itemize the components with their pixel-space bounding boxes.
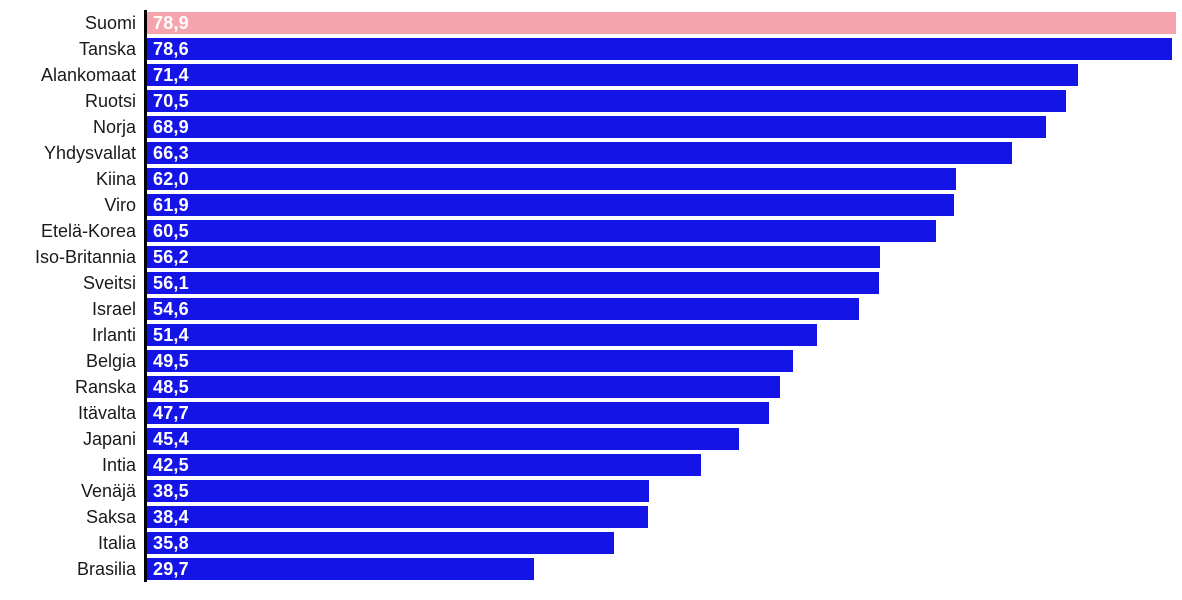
bar-row: Suomi78,9 [147, 10, 1176, 36]
bar-row: Belgia49,5 [147, 348, 1176, 374]
category-label: Viro [0, 195, 144, 216]
bar-value-label: 60,5 [153, 221, 189, 242]
bar-value-label: 78,6 [153, 39, 189, 60]
category-label: Alankomaat [0, 65, 144, 86]
bar-row: Norja68,9 [147, 114, 1176, 140]
category-label: Etelä-Korea [0, 221, 144, 242]
bar-value-label: 48,5 [153, 377, 189, 398]
bar: 62,0 [147, 168, 956, 189]
category-label: Norja [0, 117, 144, 138]
bar-row: Brasilia29,7 [147, 556, 1176, 582]
horizontal-bar-chart: Suomi78,9Tanska78,6Alankomaat71,4Ruotsi7… [0, 0, 1182, 600]
bar-row: Etelä-Korea60,5 [147, 218, 1176, 244]
bar-rows-container: Suomi78,9Tanska78,6Alankomaat71,4Ruotsi7… [147, 10, 1176, 582]
bar: 47,7 [147, 402, 769, 423]
bar-value-label: 56,2 [153, 247, 189, 268]
bar: 49,5 [147, 350, 793, 371]
bar-value-label: 70,5 [153, 91, 189, 112]
bar-row: Israel54,6 [147, 296, 1176, 322]
bar-value-label: 47,7 [153, 403, 189, 424]
bar: 56,2 [147, 246, 880, 267]
bar-value-label: 54,6 [153, 299, 189, 320]
bar-row: Japani45,4 [147, 426, 1176, 452]
bar: 70,5 [147, 90, 1066, 111]
bar-row: Irlanti51,4 [147, 322, 1176, 348]
bar: 51,4 [147, 324, 817, 345]
bar: 38,5 [147, 480, 649, 501]
bar-row: Viro61,9 [147, 192, 1176, 218]
bar: 48,5 [147, 376, 780, 397]
category-label: Japani [0, 429, 144, 450]
bar-value-label: 29,7 [153, 559, 189, 580]
category-label: Yhdysvallat [0, 143, 144, 164]
bar-value-label: 62,0 [153, 169, 189, 190]
category-label: Tanska [0, 39, 144, 60]
category-label: Venäjä [0, 481, 144, 502]
bar-value-label: 66,3 [153, 143, 189, 164]
bar-value-label: 45,4 [153, 429, 189, 450]
bar-row: Saksa38,4 [147, 504, 1176, 530]
bar: 56,1 [147, 272, 879, 293]
bar: 78,9 [147, 12, 1176, 33]
bar: 29,7 [147, 558, 534, 579]
bar-row: Italia35,8 [147, 530, 1176, 556]
bar-row: Iso-Britannia56,2 [147, 244, 1176, 270]
category-label: Ruotsi [0, 91, 144, 112]
category-label: Saksa [0, 507, 144, 528]
bar-row: Sveitsi56,1 [147, 270, 1176, 296]
bar-value-label: 71,4 [153, 65, 189, 86]
bar-value-label: 35,8 [153, 533, 189, 554]
category-label: Sveitsi [0, 273, 144, 294]
category-label: Italia [0, 533, 144, 554]
bar: 35,8 [147, 532, 614, 553]
bar-value-label: 51,4 [153, 325, 189, 346]
bar-value-label: 56,1 [153, 273, 189, 294]
bar-value-label: 38,4 [153, 507, 189, 528]
category-label: Intia [0, 455, 144, 476]
bar: 54,6 [147, 298, 859, 319]
bar-row: Ranska48,5 [147, 374, 1176, 400]
bar-row: Alankomaat71,4 [147, 62, 1176, 88]
bar-row: Venäjä38,5 [147, 478, 1176, 504]
bar: 78,6 [147, 38, 1172, 59]
bar-value-label: 78,9 [153, 13, 189, 34]
category-label: Kiina [0, 169, 144, 190]
bar-row: Yhdysvallat66,3 [147, 140, 1176, 166]
category-label: Ranska [0, 377, 144, 398]
category-label: Israel [0, 299, 144, 320]
bar-row: Ruotsi70,5 [147, 88, 1176, 114]
bar-row: Itävalta47,7 [147, 400, 1176, 426]
category-label: Irlanti [0, 325, 144, 346]
bar-row: Intia42,5 [147, 452, 1176, 478]
bar-row: Tanska78,6 [147, 36, 1176, 62]
bar-value-label: 42,5 [153, 455, 189, 476]
bar: 38,4 [147, 506, 648, 527]
bar: 66,3 [147, 142, 1012, 163]
category-label: Iso-Britannia [0, 247, 144, 268]
bar: 60,5 [147, 220, 936, 241]
category-label: Suomi [0, 13, 144, 34]
category-label: Itävalta [0, 403, 144, 424]
bar: 42,5 [147, 454, 701, 475]
bar-value-label: 61,9 [153, 195, 189, 216]
bar: 61,9 [147, 194, 954, 215]
category-label: Brasilia [0, 559, 144, 580]
bar-value-label: 38,5 [153, 481, 189, 502]
bar-row: Kiina62,0 [147, 166, 1176, 192]
bar: 68,9 [147, 116, 1046, 137]
category-label: Belgia [0, 351, 144, 372]
bar: 71,4 [147, 64, 1078, 85]
bar: 45,4 [147, 428, 739, 449]
bar-value-label: 49,5 [153, 351, 189, 372]
bar-value-label: 68,9 [153, 117, 189, 138]
